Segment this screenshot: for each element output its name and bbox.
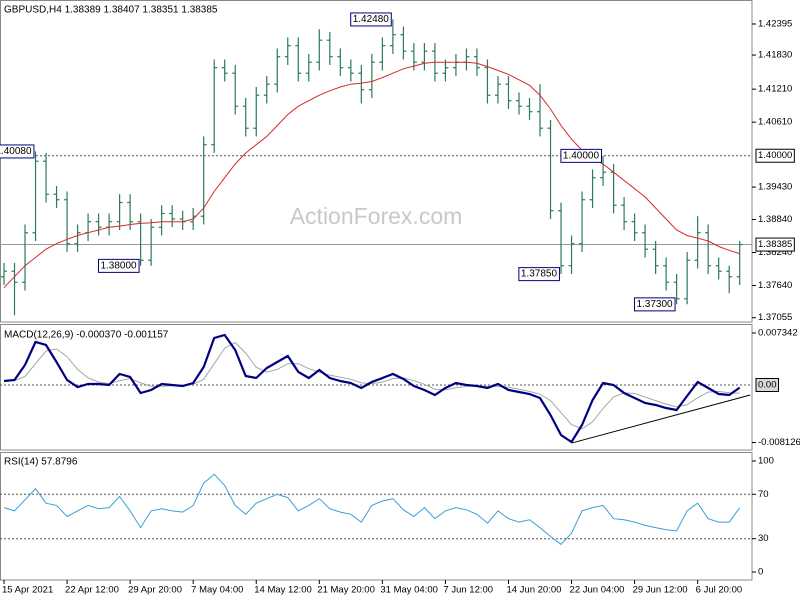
- x-tick-label: 22 Apr 12:00: [65, 585, 119, 596]
- rsi-plot: [0, 473, 752, 545]
- level-label: 0.00: [758, 379, 777, 390]
- label-box: [755, 237, 795, 252]
- y-tick-label: 70: [758, 489, 769, 500]
- y-tick-label: -0.008126: [758, 437, 800, 448]
- label-box: [518, 267, 560, 282]
- x-tick-label: 29 Apr 20:00: [128, 585, 182, 596]
- label-box: [755, 377, 779, 392]
- indicator-line: [3, 333, 741, 444]
- moving-average: [3, 61, 740, 289]
- label-box: [350, 12, 392, 27]
- y-tick-label: 1.37055: [758, 312, 792, 323]
- x-tick-label: 31 May 04:00: [380, 585, 438, 596]
- price-panel: [0, 0, 753, 323]
- axes: 1.42395 1.41830 1.41210 1.40610 1.39430 1.388…: [2, 18, 800, 595]
- y-tick-label: 0: [758, 567, 763, 578]
- y-tick-label: 1.41210: [758, 84, 792, 95]
- rsi-title: RSI(14) 57.8796: [4, 457, 78, 468]
- y-tick-label: 1.41830: [758, 50, 792, 61]
- macd-plot: [0, 333, 752, 444]
- y-tick-label: 1.39430: [758, 182, 792, 193]
- y-tick-label: 100: [758, 456, 774, 467]
- y-tick-label: 1.37640: [758, 280, 792, 291]
- y-tick-label: 30: [758, 533, 769, 544]
- y-tick-label: 1.38840: [758, 214, 792, 225]
- indicator-line: [3, 473, 741, 545]
- x-tick-label: 6 Jul 20:00: [696, 585, 742, 596]
- price-annotation: 1.37300: [636, 299, 673, 310]
- y-tick-label: 1.38240: [758, 247, 792, 258]
- x-tick-label: 7 Jun 12:00: [443, 585, 493, 596]
- x-tick-label: 22 Jun 04:00: [570, 585, 625, 596]
- label-box: [560, 148, 602, 163]
- x-tick-label: 29 Jun 12:00: [633, 585, 688, 596]
- macd-title: MACD(12,26,9) -0.000370 -0.001157: [4, 330, 169, 341]
- price-annotation: 1.40000: [563, 150, 600, 161]
- price-plot: 1.42480 1.40080 1.38000 1.37850 1.40000 1.373…: [0, 12, 752, 316]
- price-title: GBPUSD,H4 1.38389 1.38407 1.38351 1.3838…: [4, 5, 218, 16]
- price-annotation: 1.38000: [100, 260, 137, 271]
- rsi-panel: [0, 452, 753, 581]
- x-tick-label: 15 Apr 2021: [2, 585, 53, 596]
- x-tick-label: 14 May 12:00: [254, 585, 312, 596]
- watermark: ActionForex.com: [290, 203, 463, 229]
- y-tick-label: 0.007342: [758, 327, 798, 338]
- y-tick-label: 1.40610: [758, 117, 792, 128]
- price-annotation: 1.37850: [521, 269, 558, 280]
- price-annotation: 1.42480: [353, 14, 390, 25]
- label-box: [0, 144, 35, 159]
- trendline: [571, 394, 751, 444]
- label-box: [755, 148, 795, 163]
- indicator-line: [3, 341, 740, 430]
- x-tick-label: 7 May 04:00: [191, 585, 243, 596]
- x-tick-label: 14 Jun 20:00: [506, 585, 561, 596]
- y-tick-label: 1.42395: [758, 18, 792, 29]
- x-tick-label: 21 May 20:00: [317, 585, 375, 596]
- price-annotation: 1.40080: [0, 146, 32, 157]
- level-label: 1.38385: [758, 239, 792, 250]
- label-box: [97, 258, 140, 273]
- label-box: [633, 297, 676, 312]
- macd-panel: [0, 324, 753, 451]
- level-label: 1.40000: [758, 150, 792, 161]
